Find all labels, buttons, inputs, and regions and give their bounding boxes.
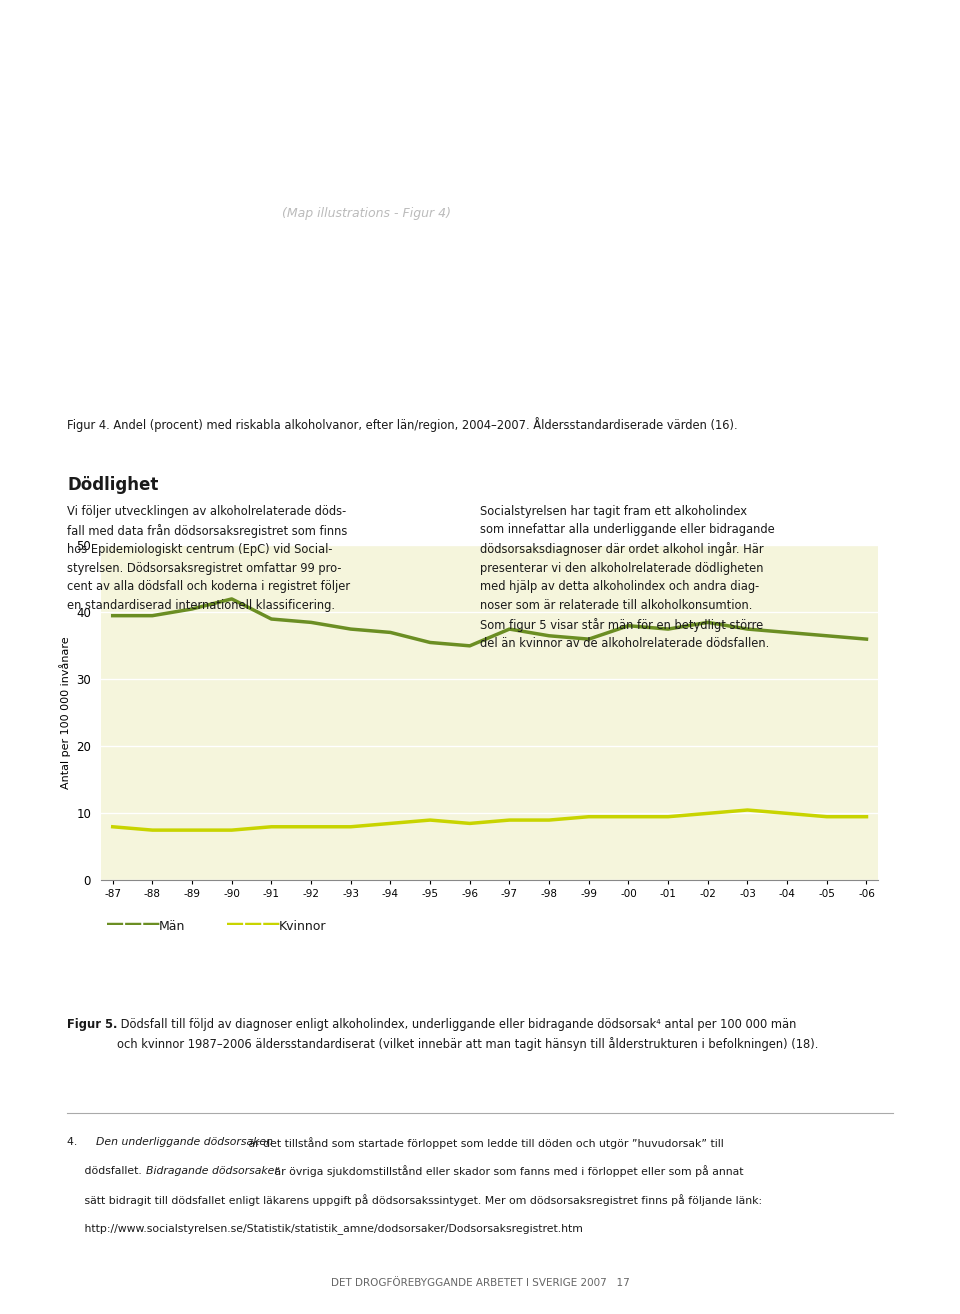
Text: Bidragande dödsorsaker: Bidragande dödsorsaker [146,1166,278,1176]
Text: 4.: 4. [67,1137,88,1147]
Text: ———: ——— [226,915,280,933]
Text: är det tillstånd som startade förloppet som ledde till döden och utgör ”huvudors: är det tillstånd som startade förloppet … [245,1137,724,1148]
Text: Män: Män [158,920,184,933]
Text: Figur 4. Andel (procent) med riskabla alkoholvanor, efter län/region, 2004–2007.: Figur 4. Andel (procent) med riskabla al… [67,417,738,431]
Text: ———: ——— [106,915,160,933]
Text: Dödlighet: Dödlighet [67,476,158,494]
Y-axis label: Antal per 100 000 invånare: Antal per 100 000 invånare [59,636,71,790]
Text: Socialstyrelsen har tagit fram ett alkoholindex
som innefattar alla underliggand: Socialstyrelsen har tagit fram ett alkoh… [480,505,775,650]
Text: (Map illustrations - Figur 4): (Map illustrations - Figur 4) [282,208,451,219]
Text: Den underliggande dödsorsaken: Den underliggande dödsorsaken [96,1137,273,1147]
Text: DET DROGFÖREBYGGANDE ARBETET I SVERIGE 2007   17: DET DROGFÖREBYGGANDE ARBETET I SVERIGE 2… [330,1277,630,1288]
Text: dödsfallet.: dödsfallet. [67,1166,146,1176]
Text: sätt bidragit till dödsfallet enligt läkarens uppgift på dödsorsakssintyget. Mer: sätt bidragit till dödsfallet enligt läk… [67,1194,762,1206]
Text: ALKOHOL: ALKOHOL [890,176,903,251]
Text: http://www.socialstyrelsen.se/Statistik/statistik_amne/dodsorsaker/Dodsorsaksreg: http://www.socialstyrelsen.se/Statistik/… [67,1223,583,1234]
Text: Figur 5.: Figur 5. [67,1018,117,1031]
Text: är övriga sjukdomstillstånd eller skador som fanns med i förloppet eller som på : är övriga sjukdomstillstånd eller skador… [271,1166,743,1177]
Text: Vi följer utvecklingen av alkoholrelaterade döds-
fall med data från dödsorsaksr: Vi följer utvecklingen av alkoholrelater… [67,505,350,611]
Text: Kvinnor: Kvinnor [278,920,325,933]
Text: Dödsfall till följd av diagnoser enligt alkoholindex, underliggande eller bidrag: Dödsfall till följd av diagnoser enligt … [117,1018,819,1051]
